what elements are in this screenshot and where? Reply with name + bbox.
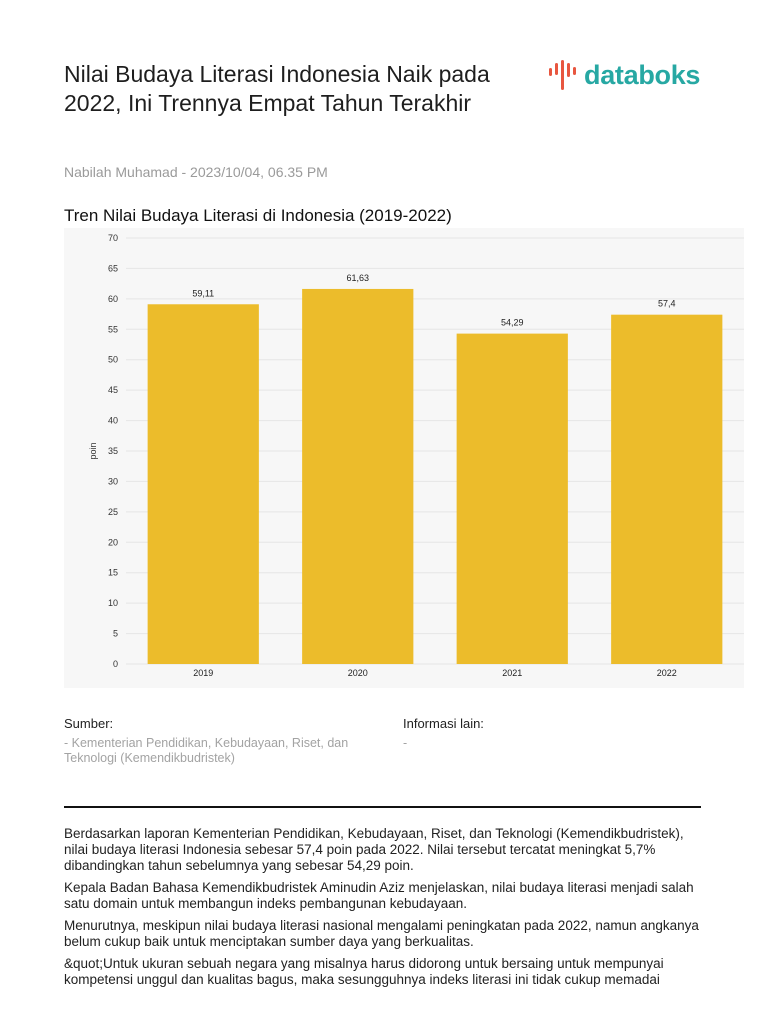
y-tick-label: 5 xyxy=(113,629,118,639)
source-label: Sumber: xyxy=(64,716,114,731)
divider xyxy=(64,806,701,808)
y-tick-label: 15 xyxy=(108,568,118,578)
bar xyxy=(147,304,259,664)
paragraph: Kepala Badan Bahasa Kemendikbudristek Am… xyxy=(64,880,694,911)
chart-area: 0 5 10 15 20 25 30 35 40 45 50 55 60 65 70 poin 59,11 201… xyxy=(64,228,744,688)
y-tick-label: 0 xyxy=(113,659,118,669)
chart-title: Tren Nilai Budaya Literasi di Indonesia … xyxy=(64,206,452,225)
data-label: 57,4 xyxy=(658,299,676,309)
paragraph: Menurutnya, meskipun nilai budaya litera… xyxy=(64,918,699,949)
article-title: Nilai Budaya Literasi Indonesia Naik pad… xyxy=(64,61,490,116)
y-axis-label: poin xyxy=(88,442,98,459)
x-tick-label: 2019 xyxy=(193,668,213,678)
data-label: 59,11 xyxy=(192,288,214,298)
info-label: Informasi lain: xyxy=(403,716,484,731)
y-tick-label: 60 xyxy=(108,294,118,304)
paragraph: Berdasarkan laporan Kementerian Pendidik… xyxy=(64,826,684,873)
y-tick-label: 40 xyxy=(108,416,118,426)
databoks-logo[interactable]: databoks xyxy=(548,58,700,92)
x-tick-label: 2022 xyxy=(657,668,677,678)
y-tick-label: 30 xyxy=(108,476,118,486)
bar xyxy=(302,288,414,664)
y-tick-label: 35 xyxy=(108,446,118,456)
logo-text: databoks xyxy=(584,59,701,90)
y-tick-label: 65 xyxy=(108,263,118,273)
y-tick-label: 55 xyxy=(108,324,118,334)
bar xyxy=(611,314,723,664)
x-tick-label: 2020 xyxy=(348,668,368,678)
info-text: - xyxy=(403,736,408,750)
y-tick-label: 70 xyxy=(108,233,118,243)
y-tick-label: 50 xyxy=(108,355,118,365)
y-tick-label: 45 xyxy=(108,385,118,395)
x-tick-label: 2021 xyxy=(502,668,522,678)
y-tick-label: 25 xyxy=(108,507,118,517)
source-text: - Kementerian Pendidikan, Kebudayaan, Ri… xyxy=(64,736,349,765)
bar-chart: 0 5 10 15 20 25 30 35 40 45 50 55 60 65 70 poin 59,11 201… xyxy=(88,233,744,678)
databoks-logo-icon xyxy=(549,60,576,90)
bar xyxy=(456,333,568,664)
data-label: 54,29 xyxy=(501,318,524,328)
article-body: Berdasarkan laporan Kementerian Pendidik… xyxy=(64,826,704,988)
byline: Nabilah Muhamad - 2023/10/04, 06.35 PM xyxy=(64,164,328,180)
y-tick-label: 20 xyxy=(108,537,118,547)
paragraph: &quot;Untuk ukuran sebuah negara yang mi… xyxy=(64,956,664,987)
y-tick-label: 10 xyxy=(108,598,118,608)
data-label: 61,63 xyxy=(346,273,369,283)
